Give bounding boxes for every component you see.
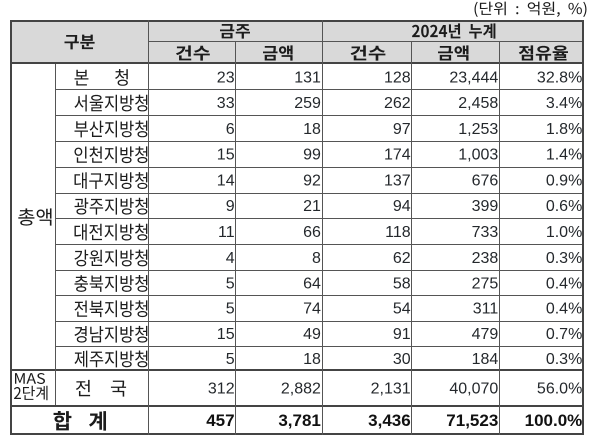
svg-text:94: 94 xyxy=(393,198,411,215)
svg-text:2,131: 2,131 xyxy=(371,380,411,397)
svg-text:66: 66 xyxy=(303,224,321,241)
svg-text:64: 64 xyxy=(303,275,321,292)
svg-text:275: 275 xyxy=(472,275,499,292)
svg-text:99: 99 xyxy=(303,147,321,164)
svg-text:30: 30 xyxy=(393,351,411,368)
svg-text:0.6%: 0.6% xyxy=(546,198,582,215)
svg-text:97: 97 xyxy=(393,121,411,138)
svg-text:311: 311 xyxy=(473,301,499,318)
svg-text:262: 262 xyxy=(384,95,411,112)
svg-text:184: 184 xyxy=(472,351,499,368)
svg-text:0.4%: 0.4% xyxy=(546,275,582,292)
svg-text:15: 15 xyxy=(217,147,235,164)
svg-text:131: 131 xyxy=(294,69,321,86)
svg-text:40,070: 40,070 xyxy=(449,380,498,397)
svg-text:62: 62 xyxy=(393,250,411,267)
svg-text:71,523: 71,523 xyxy=(446,411,498,430)
svg-text:5: 5 xyxy=(226,351,235,368)
svg-text:0.3%: 0.3% xyxy=(546,351,582,368)
svg-text:15: 15 xyxy=(217,326,235,343)
svg-text:5: 5 xyxy=(226,301,235,318)
svg-text:8: 8 xyxy=(312,250,321,267)
svg-text:0.4%: 0.4% xyxy=(546,301,582,318)
svg-text:54: 54 xyxy=(393,301,411,318)
svg-text:118: 118 xyxy=(385,224,411,241)
svg-text:312: 312 xyxy=(208,380,235,397)
svg-text:2,458: 2,458 xyxy=(458,95,498,112)
svg-text:5: 5 xyxy=(226,275,235,292)
svg-text:0.3%: 0.3% xyxy=(546,250,582,267)
svg-text:21: 21 xyxy=(303,198,321,215)
svg-text:174: 174 xyxy=(384,147,411,164)
svg-text:56.0%: 56.0% xyxy=(537,380,582,397)
svg-text:4: 4 xyxy=(226,250,235,267)
svg-text:18: 18 xyxy=(303,121,321,138)
svg-text:238: 238 xyxy=(472,250,499,267)
svg-text:3,781: 3,781 xyxy=(278,411,321,430)
svg-text:33: 33 xyxy=(217,95,235,112)
svg-text:9: 9 xyxy=(226,198,235,215)
svg-text:137: 137 xyxy=(384,173,411,190)
svg-text:128: 128 xyxy=(384,69,411,86)
svg-text:0.7%: 0.7% xyxy=(546,326,582,343)
svg-text:1.8%: 1.8% xyxy=(546,121,582,138)
svg-text:91: 91 xyxy=(393,326,411,343)
svg-text:3.4%: 3.4% xyxy=(546,95,582,112)
svg-text:457: 457 xyxy=(206,411,234,430)
svg-text:58: 58 xyxy=(393,275,411,292)
svg-text:2,882: 2,882 xyxy=(281,380,321,397)
svg-text:100.0%: 100.0% xyxy=(525,411,583,430)
svg-text:23: 23 xyxy=(217,69,235,86)
svg-text:92: 92 xyxy=(303,173,321,190)
svg-text:1.0%: 1.0% xyxy=(546,224,582,241)
svg-text:733: 733 xyxy=(472,224,499,241)
svg-text:49: 49 xyxy=(303,326,321,343)
svg-text:259: 259 xyxy=(294,95,321,112)
svg-text:6: 6 xyxy=(226,121,235,138)
svg-text:3,436: 3,436 xyxy=(368,411,411,430)
svg-text:1.4%: 1.4% xyxy=(546,147,582,164)
svg-text:74: 74 xyxy=(303,301,321,318)
svg-text:18: 18 xyxy=(303,351,321,368)
svg-text:0.9%: 0.9% xyxy=(546,173,582,190)
svg-text:32.8%: 32.8% xyxy=(537,69,582,86)
svg-text:11: 11 xyxy=(218,224,235,241)
svg-text:1,003: 1,003 xyxy=(458,147,498,164)
svg-text:399: 399 xyxy=(472,198,499,215)
svg-text:1,253: 1,253 xyxy=(458,121,498,138)
svg-text:23,444: 23,444 xyxy=(449,69,498,86)
svg-text:14: 14 xyxy=(217,173,235,190)
svg-text:479: 479 xyxy=(472,326,499,343)
svg-text:676: 676 xyxy=(472,173,499,190)
